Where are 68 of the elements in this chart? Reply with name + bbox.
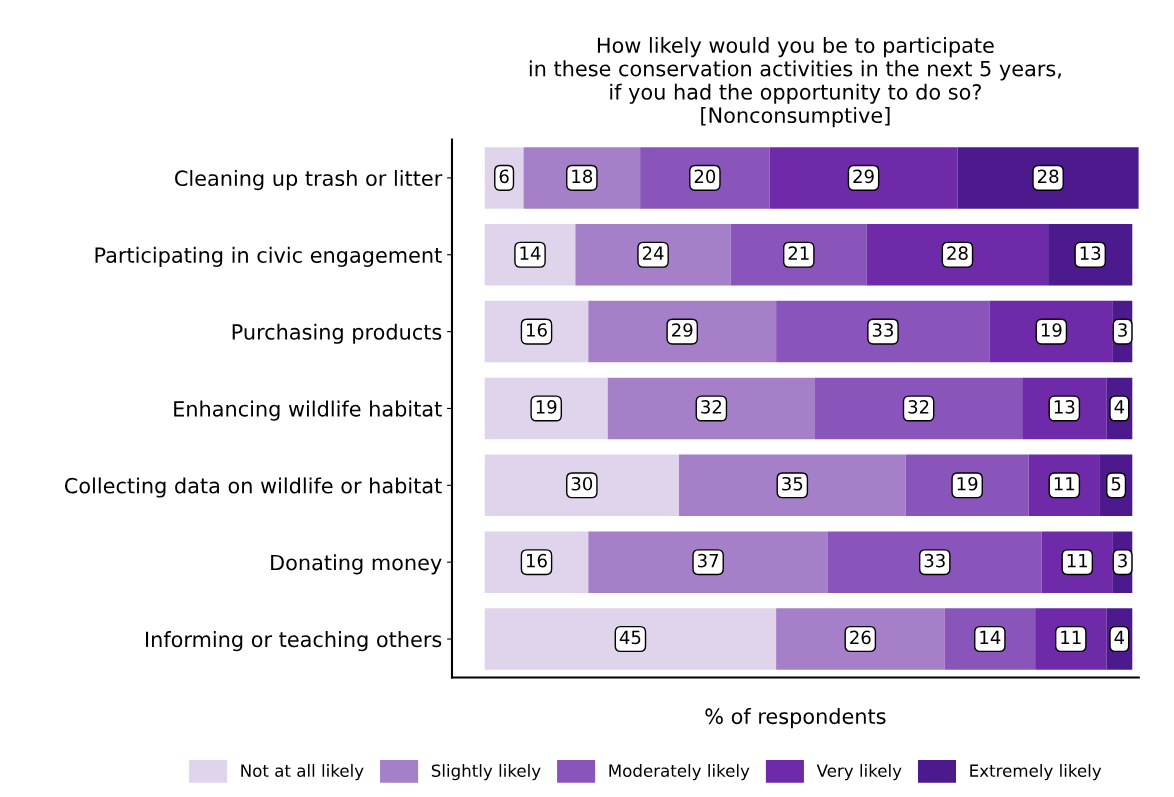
data-label: 28 — [1037, 169, 1059, 184]
data-label: 3 — [1118, 553, 1127, 568]
data-label: 33 — [924, 553, 945, 568]
data-label: 19 — [957, 476, 978, 491]
y-tick-label: Cleaning up trash or litter — [175, 169, 443, 191]
data-label: 14 — [520, 246, 541, 260]
data-label: 4 — [1114, 400, 1125, 414]
legend-label: Extremely likely — [970, 764, 1102, 781]
bar — [484, 377, 608, 440]
bar — [814, 377, 1023, 440]
data-label: 35 — [782, 476, 803, 491]
y-tick-label: Purchasing products — [232, 323, 442, 344]
bar — [776, 608, 945, 670]
y-tick-label: Enhancing wildlife habitat — [174, 400, 442, 421]
x-axis-title: % of respondents — [705, 708, 886, 729]
bar — [776, 300, 990, 363]
data-label: 33 — [872, 323, 894, 337]
bar — [484, 608, 777, 670]
data-label: 3 — [1118, 323, 1127, 337]
bar — [905, 454, 1029, 517]
bar — [607, 377, 815, 440]
bar — [730, 224, 867, 286]
bar — [640, 147, 770, 209]
data-label: 18 — [572, 169, 593, 184]
data-label: 32 — [701, 400, 722, 414]
legend-label: Slightly likely — [431, 764, 541, 781]
bar — [989, 300, 1113, 363]
data-label: 37 — [698, 553, 719, 568]
data-label: 30 — [571, 476, 593, 491]
bar — [678, 454, 906, 517]
data-label: 45 — [619, 630, 641, 645]
data-label: 21 — [788, 246, 809, 260]
bar — [866, 224, 1049, 286]
bar — [769, 147, 958, 209]
data-label: 24 — [642, 246, 664, 260]
data-label: 29 — [672, 323, 693, 337]
chart-title: How likely would you be to participate in these conservation activities in the next 5 years, if you had the opportunity to do so? [Nonconsumptive] — [529, 36, 1061, 128]
bar — [957, 147, 1139, 209]
data-label: 11 — [1061, 630, 1081, 645]
data-label: 19 — [1041, 323, 1062, 337]
legend-label: Not at all likely — [241, 764, 364, 781]
data-label: 11 — [1067, 553, 1088, 568]
y-tick-label: Donating money — [271, 554, 442, 575]
bar — [575, 224, 731, 286]
data-label: 11 — [1054, 477, 1075, 491]
data-label: 5 — [1111, 477, 1121, 491]
data-label: 32 — [908, 400, 929, 414]
data-label: 13 — [1080, 246, 1101, 260]
data-label: 4 — [1114, 630, 1125, 645]
data-label: 16 — [527, 323, 547, 337]
data-label: 6 — [499, 169, 509, 184]
y-tick-label: Informing or teaching others — [146, 631, 442, 652]
data-label: 28 — [947, 246, 968, 260]
data-label: 13 — [1054, 400, 1075, 414]
bar — [588, 531, 828, 593]
data-label: 26 — [850, 630, 871, 645]
bar — [484, 454, 679, 517]
data-label: 29 — [853, 169, 874, 184]
y-tick-label: Collecting data on wildlife or habitat — [64, 477, 442, 498]
legend-label: Very likely — [816, 764, 902, 781]
bar — [827, 531, 1042, 593]
y-tick-label: Participating in civic engagement — [95, 246, 442, 267]
legend-label: Moderately likely — [609, 764, 750, 781]
data-label: 16 — [527, 553, 547, 568]
data-label: 20 — [694, 169, 716, 184]
data-label: 14 — [980, 630, 1001, 645]
data-label: 19 — [536, 400, 557, 414]
bar — [588, 300, 777, 363]
